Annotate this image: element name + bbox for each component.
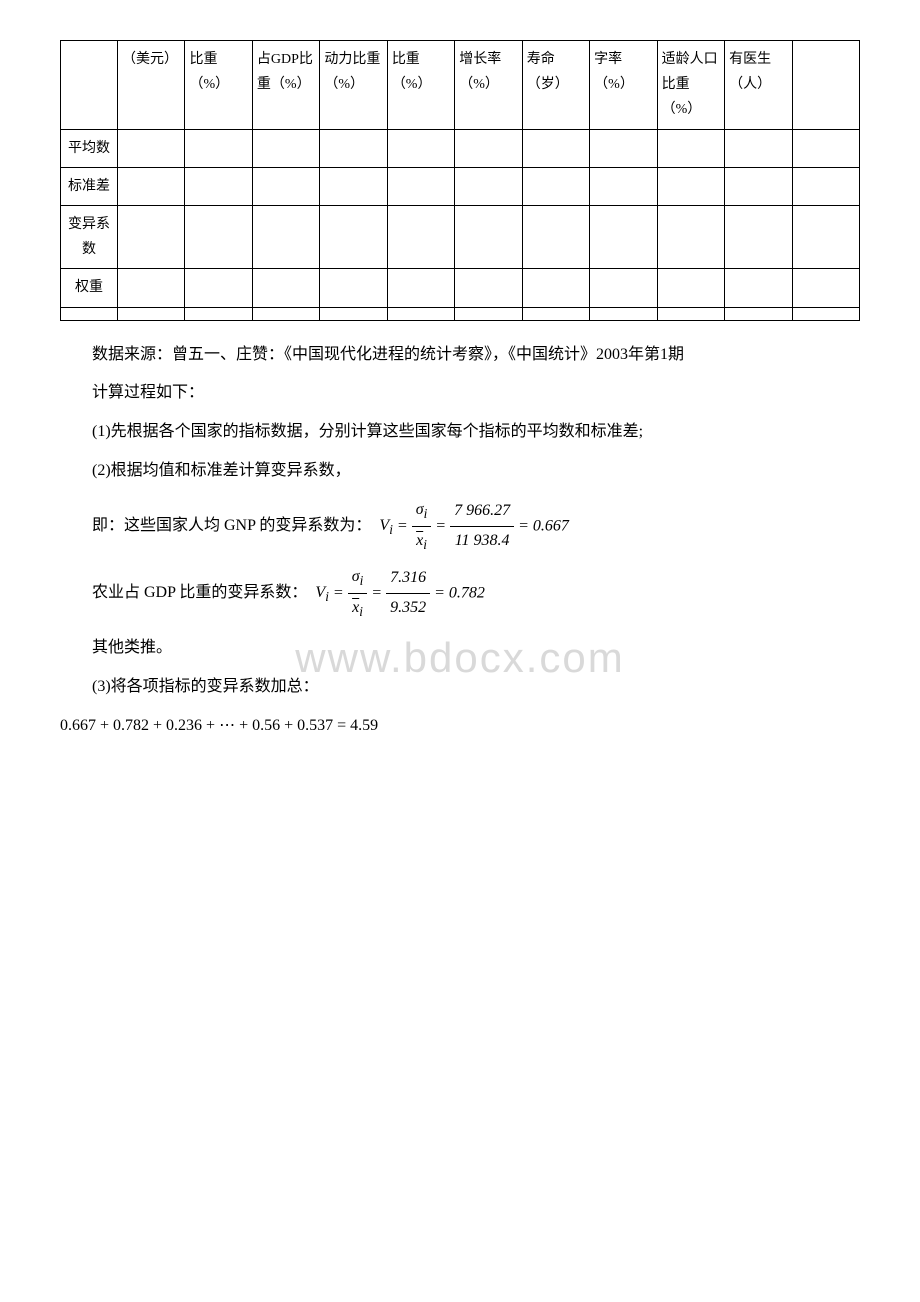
table-row: 权重 [61, 269, 860, 307]
cell [725, 205, 792, 268]
cell [455, 269, 522, 307]
cell [522, 205, 589, 268]
cell [320, 269, 387, 307]
cell [387, 205, 454, 268]
gdp-cv-line: 农业占 GDP 比重的变异系数： Vi = σixi = 7.3169.352 … [60, 563, 860, 624]
cell [455, 167, 522, 205]
cell [320, 167, 387, 205]
sum-formula: 0.667 + 0.782 + 0.236 + ⋯ + 0.56 + 0.537… [60, 712, 860, 741]
cell [725, 167, 792, 205]
gdp-cv-formula: Vi = σixi = 7.3169.352 = 0.782 [315, 563, 484, 624]
cell [725, 269, 792, 307]
cell [792, 205, 859, 268]
step-2: (2)根据均值和标准差计算变异系数， [60, 457, 860, 486]
cell [387, 269, 454, 307]
document-content: （美元） 比重（%） 占GDP比重（%） 动力比重（%） 比重（%） 增长率（%… [60, 40, 860, 741]
col-header: 寿命（岁） [522, 41, 589, 130]
gnp-num: 7 966.27 [450, 497, 514, 527]
cell [657, 205, 724, 268]
col-header: （美元） [118, 41, 185, 130]
table-row: 变异系数 [61, 205, 860, 268]
row-label-weight: 权重 [61, 269, 118, 307]
col-header: 增长率（%） [455, 41, 522, 130]
col-header: 比重（%） [185, 41, 252, 130]
indicator-table: （美元） 比重（%） 占GDP比重（%） 动力比重（%） 比重（%） 增长率（%… [60, 40, 860, 321]
cell [657, 307, 724, 320]
cell [792, 129, 859, 167]
cell [725, 307, 792, 320]
cell [118, 307, 185, 320]
cell [320, 129, 387, 167]
cell [590, 269, 657, 307]
cell [657, 129, 724, 167]
cell [185, 129, 252, 167]
col-header: 占GDP比重（%） [252, 41, 319, 130]
cell [185, 307, 252, 320]
cell [657, 167, 724, 205]
row-label-std: 标准差 [61, 167, 118, 205]
cell [522, 307, 589, 320]
cell [252, 129, 319, 167]
cell [387, 129, 454, 167]
col-header: 字率（%） [590, 41, 657, 130]
cell [118, 167, 185, 205]
gdp-num: 7.316 [386, 564, 430, 594]
col-header: 比重（%） [387, 41, 454, 130]
cell [455, 205, 522, 268]
cell [320, 205, 387, 268]
cell [185, 167, 252, 205]
table-row: 平均数 [61, 129, 860, 167]
cell [657, 269, 724, 307]
table-header-row: （美元） 比重（%） 占GDP比重（%） 动力比重（%） 比重（%） 增长率（%… [61, 41, 860, 130]
col-header: 适龄人口比重（%） [657, 41, 724, 130]
step-1: (1)先根据各个国家的指标数据，分别计算这些国家每个指标的平均数和标准差; [60, 418, 860, 447]
cell [118, 129, 185, 167]
cell [522, 269, 589, 307]
gnp-result: 0.667 [533, 517, 569, 534]
cell [725, 129, 792, 167]
cell [252, 167, 319, 205]
row-label-empty [61, 307, 118, 320]
others-text: 其他类推。 [60, 634, 860, 663]
cell [252, 307, 319, 320]
table-row: 标准差 [61, 167, 860, 205]
gdp-den: 9.352 [386, 594, 430, 623]
cell [387, 167, 454, 205]
table-row [61, 307, 860, 320]
cell [455, 307, 522, 320]
col-header: 有医生（人） [725, 41, 792, 130]
cell [320, 307, 387, 320]
col-header: 动力比重（%） [320, 41, 387, 130]
cell [387, 307, 454, 320]
cell [252, 205, 319, 268]
step-3: (3)将各项指标的变异系数加总： [60, 673, 860, 702]
cell [522, 129, 589, 167]
cell [590, 205, 657, 268]
cell [185, 205, 252, 268]
gnp-cv-line: 即：这些国家人均 GNP 的变异系数为： Vi = σixi = 7 966.2… [60, 496, 860, 557]
cell [590, 307, 657, 320]
cell [590, 129, 657, 167]
cell [792, 269, 859, 307]
cell [590, 167, 657, 205]
cell [455, 129, 522, 167]
gdp-cv-label: 农业占 GDP 比重的变异系数： [60, 579, 307, 608]
col-header [792, 41, 859, 130]
cell [185, 269, 252, 307]
row-label-cv: 变异系数 [61, 205, 118, 268]
row-label-mean: 平均数 [61, 129, 118, 167]
calc-intro: 计算过程如下： [60, 379, 860, 408]
cell [252, 269, 319, 307]
data-source: 数据来源：曾五一、庄赞：《中国现代化进程的统计考察》，《中国统计》2003年第1… [60, 341, 860, 370]
cell [118, 269, 185, 307]
gdp-result: 0.782 [449, 584, 485, 601]
gnp-den: 11 938.4 [450, 527, 514, 556]
cell [792, 167, 859, 205]
cell [118, 205, 185, 268]
cell [792, 307, 859, 320]
cell [522, 167, 589, 205]
header-spacer [61, 41, 118, 130]
gnp-cv-formula: Vi = σixi = 7 966.2711 938.4 = 0.667 [379, 496, 568, 557]
gnp-cv-label: 即：这些国家人均 GNP 的变异系数为： [60, 512, 371, 541]
